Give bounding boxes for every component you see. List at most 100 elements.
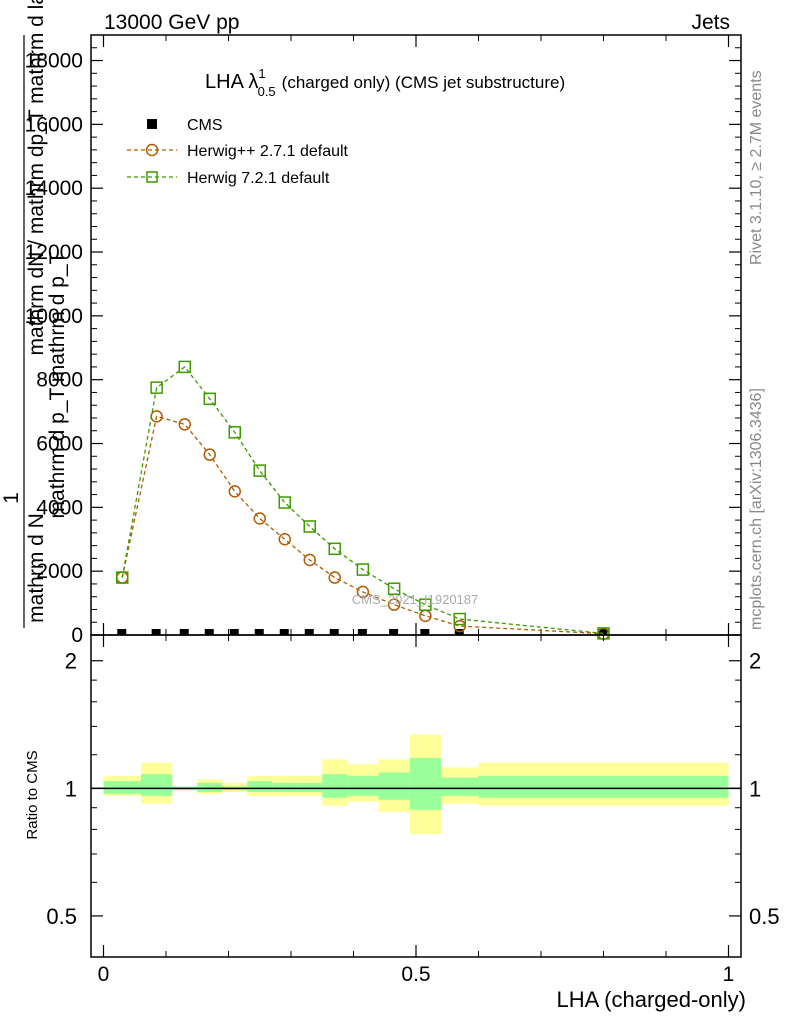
plot-title-sub: 0.5 — [258, 84, 276, 99]
herwigpp-point — [178, 418, 191, 431]
main-plot: 0 2000 4000 6000 8000 10000 12000 14000 16000 180… — [25, 34, 742, 647]
cms-data-point — [204, 629, 214, 635]
herwig7-point — [203, 392, 216, 406]
ratio-inner-band — [297, 782, 323, 793]
herwig7-point — [178, 360, 191, 374]
herwig7-point — [303, 520, 316, 533]
plot-title-main: LHA λ — [205, 71, 258, 93]
legend-label-herwig7: Herwig 7.2.1 default — [187, 170, 330, 187]
legend: CMS Herwig++ 2.7.1 default Herwig 7.2.1 … — [127, 117, 349, 187]
ratio-inner-band — [478, 775, 729, 798]
herwigpp-point — [203, 448, 216, 461]
ratio-inner-band — [378, 772, 410, 800]
ratio-inner-band — [103, 781, 141, 794]
herwigpp-point — [253, 512, 266, 525]
ratio-y-tick-label-right: 1 — [749, 776, 761, 801]
ratio-y-axis-label: Ratio to CMS — [24, 750, 41, 839]
cms-data-point — [598, 629, 608, 635]
herwig7-point — [150, 381, 163, 394]
plot-title-sup: 1 — [258, 66, 265, 81]
herwigpp-point — [356, 585, 370, 599]
legend-label-herwigpp: Herwig++ 2.7.1 default — [187, 143, 349, 160]
main-y-tick-label: 4000 — [36, 496, 83, 519]
main-series — [116, 360, 610, 640]
plot-title: LHA λ1 0.5 (charged only) (CMS jet substru… — [205, 66, 565, 99]
herwigpp-point — [419, 609, 432, 623]
main-y-ticks: 0 2000 4000 6000 8000 10000 12000 14000 16000 180… — [25, 34, 741, 647]
herwig7-point — [116, 571, 129, 584]
ratio-inner-band — [322, 774, 348, 798]
rivet-version-label: Rivet 3.1.10, ≥ 2.7M events — [748, 70, 765, 265]
ratio-inner-band — [347, 775, 379, 796]
cms-data-point — [117, 629, 127, 635]
main-y-tick-label: 0 — [71, 624, 83, 647]
process-label: Jets — [691, 11, 730, 34]
legend-marker-herwigpp — [145, 143, 159, 157]
herwig7-point — [328, 542, 341, 556]
herwig7-point — [253, 464, 266, 477]
ratio-y-tick-label: 0.5 — [46, 904, 77, 929]
herwigpp-point — [387, 598, 401, 611]
ratio-x-tick-label: 0.5 — [401, 963, 430, 986]
ylabel-part-3: mathrm dN / mathrm dp_T mathrm d lambda — [25, 0, 48, 356]
herwig7-point — [419, 598, 432, 611]
cms-data-point — [389, 629, 399, 635]
ratio-inner-band — [441, 777, 479, 796]
herwigpp-point — [328, 571, 341, 584]
herwigpp-point — [278, 533, 291, 546]
ratio-y-ticks: 0.5 0.5 1 1 2 2 — [46, 649, 779, 929]
ratio-y-tick-label: 1 — [65, 776, 77, 801]
cms-data-point — [420, 629, 430, 635]
ratio-x-ticks: 0 0.5 1 — [98, 635, 735, 986]
herwig7-point — [278, 496, 291, 509]
main-y-axis-label: 1 mathrm d N mathrm dN / mathrm dp_T mat… — [0, 0, 69, 628]
herwig7-point — [453, 612, 466, 626]
ratio-x-tick-label: 0 — [98, 963, 110, 986]
ratio-inner-band — [197, 782, 223, 793]
ratio-bands — [103, 734, 729, 835]
ratio-inner-band — [409, 757, 441, 810]
cms-data-point — [229, 629, 239, 635]
cms-data-point — [304, 629, 314, 635]
main-y-tick-label: 14000 — [25, 177, 83, 200]
herwigpp-point — [228, 485, 241, 498]
plot-title-rest: (charged only) (CMS jet substructure) — [282, 73, 565, 92]
ratio-plot: 0.5 0.51 12 2 0 0.5 1 Ratio to CMS — [24, 634, 780, 986]
main-y-tick-label: 6000 — [36, 433, 83, 456]
main-y-tick-label: 2000 — [36, 560, 83, 583]
main-y-tick-label: 12000 — [25, 241, 83, 264]
cms-data-point — [357, 629, 367, 635]
ratio-y-tick-label-right: 0.5 — [749, 904, 780, 929]
cms-data-point — [151, 629, 161, 635]
cms-data-point — [179, 629, 189, 635]
cms-data-point — [279, 629, 289, 635]
ratio-y-tick-label: 2 — [65, 649, 77, 674]
legend-marker-cms — [147, 119, 157, 129]
ylabel-part-1: 1 — [0, 492, 23, 504]
herwigpp-point — [303, 553, 316, 567]
ratio-x-tick-label: 1 — [723, 963, 735, 986]
energy-label: 13000 GeV pp — [104, 11, 239, 34]
legend-label-cms: CMS — [187, 117, 223, 134]
herwig7-point — [228, 426, 241, 439]
analysis-watermark: CMS_2021_I1920187 — [352, 592, 479, 607]
mcplots-label: mcplots.cern.ch [arXiv:1306.3436] — [748, 388, 765, 630]
main-y-tick-label: 16000 — [25, 113, 83, 136]
legend-marker-herwig7 — [146, 171, 158, 183]
x-axis-label: LHA (charged-only) — [556, 987, 746, 1012]
herwig7-point — [387, 582, 401, 595]
ratio-inner-band — [272, 782, 298, 793]
herwig7-point — [356, 563, 370, 576]
main-y-tick-label: 18000 — [25, 50, 83, 73]
cms-data-point — [254, 629, 264, 635]
main-y-tick-label: 8000 — [36, 369, 83, 392]
main-y-tick-label: 10000 — [25, 305, 83, 328]
ratio-y-tick-label-right: 2 — [749, 649, 761, 674]
cms-data-point — [329, 629, 339, 635]
ylabel-part-4: mathrm d p_T mathrm d p_T — [46, 251, 69, 518]
ratio-inner-band — [247, 781, 273, 793]
herwigpp-point — [453, 619, 466, 633]
ylabel-part-2: mathrm d N — [25, 513, 48, 623]
ratio-inner-band — [141, 774, 173, 796]
